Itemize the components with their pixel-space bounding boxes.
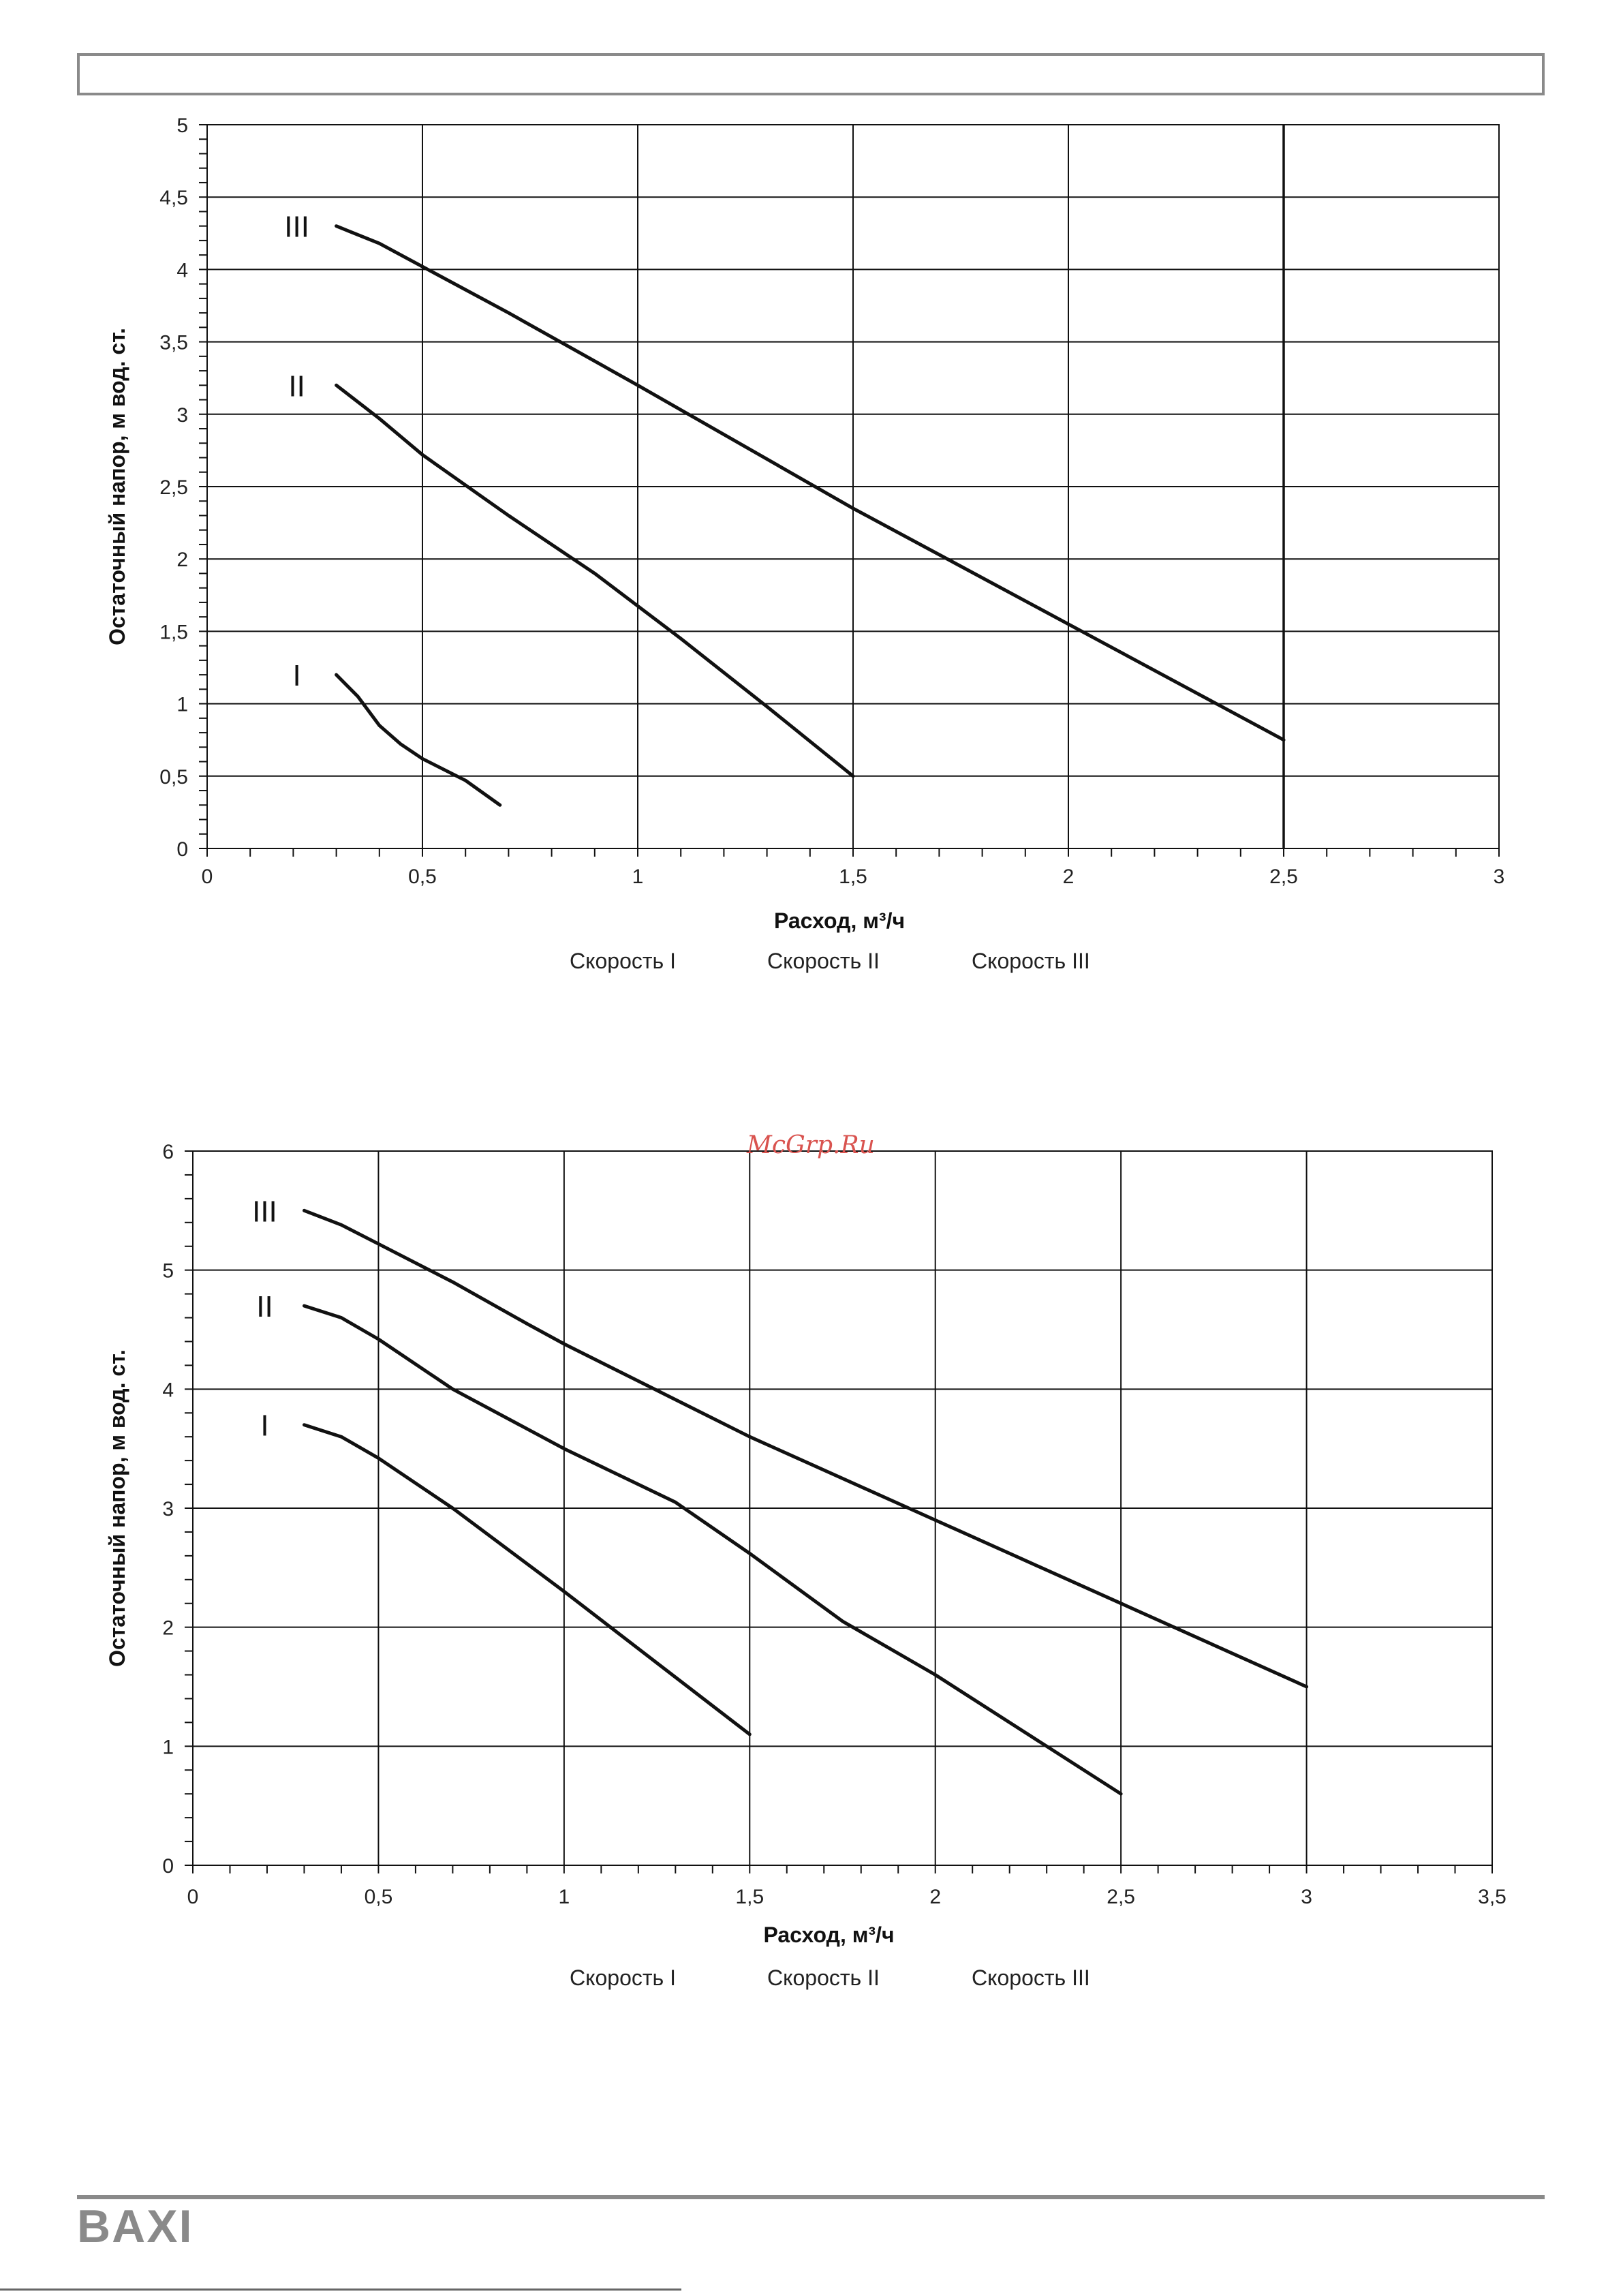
y-tick-label: 4,5 [159,187,188,209]
x-axis-label: Расход, м³/ч [763,1923,894,1947]
series-line-II [303,1304,1123,1796]
x-tick-label: 1 [632,866,644,888]
x-tick-label: 0,5 [408,866,437,888]
x-tick-label: 3 [1494,866,1505,888]
y-tick-label: 0 [176,838,188,861]
x-tick-label: 2,5 [1107,1886,1135,1908]
y-tick-label: 3,5 [159,332,188,354]
legend-speed-1-bottom: Скорость I [570,1965,676,1990]
series-label-III: III [284,211,309,244]
series-line-III [335,224,1286,742]
x-tick-label: 2 [929,1886,941,1908]
y-tick-label: 3 [176,404,188,427]
y-axis-label: Остаточный напор, м вод. ст. [105,328,129,645]
x-tick-label: 1,5 [839,866,867,888]
y-tick-label: 1 [176,694,188,716]
x-axis-label: Расход, м³/ч [774,908,905,933]
legend-speed-1-top: Скорость I [570,949,676,973]
series-label-II: II [288,369,305,403]
y-tick-label: 5 [162,1260,174,1283]
legend-speed-3-top: Скорость III [972,949,1090,973]
watermark: McGrp.Ru [747,1131,875,1159]
y-axis-label: Остаточный напор, м вод. ст. [105,1349,129,1667]
y-tick-label: 5 [176,114,188,137]
x-tick-label: 1,5 [735,1886,764,1908]
series-label-I: I [260,1409,268,1443]
y-tick-label: 2 [162,1617,174,1640]
footer-divider [77,2195,1545,2199]
y-tick-label: 1 [162,1736,174,1758]
series-line-I [335,673,502,807]
x-tick-label: 1 [559,1886,570,1908]
legend-speed-2-bottom: Скорость II [767,1965,880,1990]
y-tick-label: 2 [176,549,188,571]
y-tick-label: 3 [162,1498,174,1520]
y-tick-label: 0 [162,1855,174,1878]
brand-logo: BAXI [77,2201,194,2252]
y-tick-label: 2,5 [159,476,188,499]
y-tick-label: 6 [162,1141,174,1163]
y-tick-label: 0,5 [159,766,188,789]
bottom-strip [0,2289,681,2291]
x-tick-label: 2 [1063,866,1075,888]
y-tick-label: 1,5 [159,621,188,643]
x-tick-label: 2,5 [1269,866,1298,888]
x-tick-label: 0 [202,866,213,888]
x-tick-label: 3,5 [1478,1886,1506,1908]
pump-curve-chart-2: 0 0,5 1 1,5 2 2,5 3 3,5 0 1 2 3 4 5 6 Расход, м³/ч Остат… [105,1141,1506,1947]
legend-speed-2-top: Скорость II [767,949,880,973]
series-label-I: I [292,659,300,692]
legend-speed-3-bottom: Скорость III [972,1965,1090,1990]
header-frame [77,53,1545,95]
x-tick-label: 0 [187,1886,199,1908]
series-line-II [335,383,855,778]
series-label-III: III [252,1195,277,1228]
pump-curve-chart-1: 0 0,5 1 1,5 2 2,5 3 0 0,5 1 1,5 2 2,5 3 3,5 4 4,5 5 Расход… [105,114,1505,933]
series-label-II: II [256,1290,273,1323]
x-tick-label: 3 [1301,1886,1312,1908]
y-tick-label: 4 [162,1379,174,1401]
y-tick-label: 4 [176,259,188,281]
x-tick-label: 0,5 [365,1886,393,1908]
series-line-III [303,1208,1309,1689]
series-line-I [303,1423,752,1736]
